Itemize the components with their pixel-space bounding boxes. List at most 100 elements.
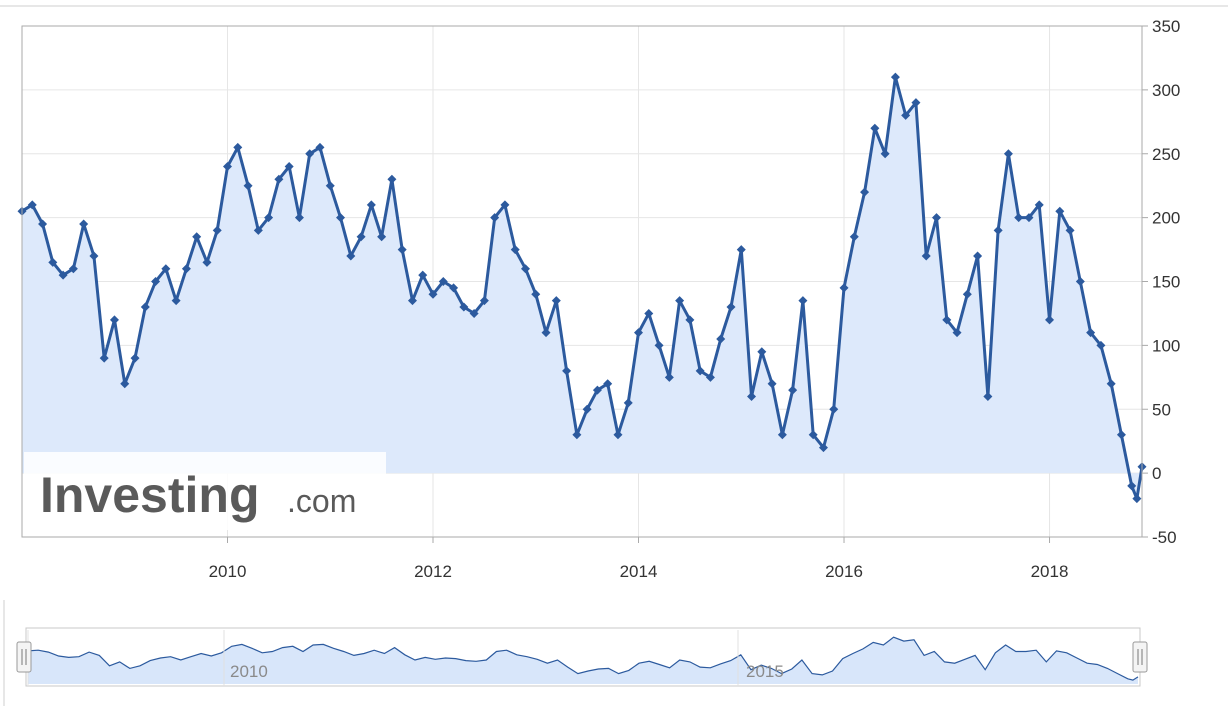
data-point [623, 398, 633, 408]
data-point [901, 110, 911, 120]
data-point [130, 353, 140, 363]
data-point [736, 245, 746, 255]
data-point [140, 302, 150, 312]
data-point [911, 98, 921, 108]
data-point [582, 404, 592, 414]
data-point [202, 257, 212, 267]
data-point [1034, 200, 1044, 210]
data-point [551, 296, 561, 306]
data-point [469, 308, 479, 318]
series-area [22, 77, 1142, 499]
data-point [325, 181, 335, 191]
data-point [284, 162, 294, 172]
navigator[interactable]: 2010 2015 [3, 600, 1148, 706]
data-point [962, 289, 972, 299]
data-point [531, 289, 541, 299]
data-point [716, 334, 726, 344]
y-tick-label: 200 [1152, 209, 1180, 228]
data-point [336, 213, 346, 223]
data-point [377, 232, 387, 242]
data-point [233, 142, 243, 152]
x-axis-ticks: 2010 2012 2014 2016 2018 [209, 537, 1069, 581]
data-point [243, 181, 253, 191]
y-tick-label: 0 [1152, 464, 1161, 483]
data-point [705, 372, 715, 382]
x-tick-label: 2014 [620, 562, 658, 581]
data-point [1003, 149, 1013, 159]
data-point [747, 391, 757, 401]
data-point [27, 200, 37, 210]
watermark-suffix: .com [287, 483, 356, 519]
data-point [438, 277, 448, 286]
navigator-right-handle[interactable] [1132, 641, 1148, 673]
data-point [808, 430, 818, 440]
navigator-line [27, 636, 1139, 681]
data-point [788, 385, 798, 395]
data-point [1106, 379, 1116, 389]
data-point [685, 315, 695, 325]
navigator-label-2015: 2015 [746, 662, 784, 681]
x-tick-label: 2012 [414, 562, 452, 581]
data-point [274, 174, 284, 184]
data-point [428, 289, 438, 299]
y-tick-label: -50 [1152, 528, 1177, 547]
data-point [613, 430, 623, 440]
data-point [973, 251, 983, 261]
data-point [1116, 430, 1126, 440]
data-point [890, 72, 900, 82]
data-point [294, 213, 304, 223]
data-point [1024, 213, 1034, 223]
x-tick-label: 2018 [1031, 562, 1069, 581]
data-point [1127, 481, 1137, 491]
data-point [479, 296, 489, 306]
data-point [767, 379, 777, 389]
data-point [654, 340, 664, 350]
data-point [942, 315, 952, 325]
y-tick-label: 50 [1152, 400, 1171, 419]
data-point [798, 296, 808, 306]
watermark-backdrop [24, 452, 386, 530]
data-point [253, 225, 263, 235]
data-point [572, 430, 582, 440]
data-point [983, 391, 993, 401]
series-markers [17, 72, 1147, 504]
data-point [449, 283, 459, 293]
data-point [407, 296, 417, 306]
data-point [171, 296, 181, 306]
data-point [993, 225, 1003, 235]
data-point [541, 328, 551, 338]
data-point [397, 245, 407, 255]
data-point [664, 372, 674, 382]
data-point [510, 245, 520, 255]
data-point [264, 213, 274, 223]
data-point [192, 232, 202, 242]
navigator-label-2010: 2010 [230, 662, 268, 681]
data-point [562, 366, 572, 376]
x-tick-label: 2010 [209, 562, 247, 581]
y-tick-label: 300 [1152, 81, 1180, 100]
data-point [151, 277, 161, 286]
data-point [161, 264, 171, 274]
navigator-left-handle[interactable] [16, 641, 32, 673]
data-point [356, 232, 366, 242]
data-point [520, 264, 530, 274]
investing-watermark: Investing .com [24, 452, 386, 530]
data-point [921, 251, 931, 261]
data-point [634, 328, 644, 338]
data-point [99, 353, 109, 363]
data-point [849, 232, 859, 242]
data-point [880, 149, 890, 159]
data-point [1096, 340, 1106, 350]
y-tick-label: 250 [1152, 145, 1180, 164]
data-point [212, 225, 222, 235]
data-point [675, 296, 685, 306]
y-tick-label: 150 [1152, 273, 1180, 292]
data-point [387, 174, 397, 184]
data-point [839, 283, 849, 293]
data-point [89, 251, 99, 261]
data-point [931, 213, 941, 223]
data-point [38, 219, 48, 229]
data-point [726, 302, 736, 312]
area-fill [22, 77, 1142, 499]
